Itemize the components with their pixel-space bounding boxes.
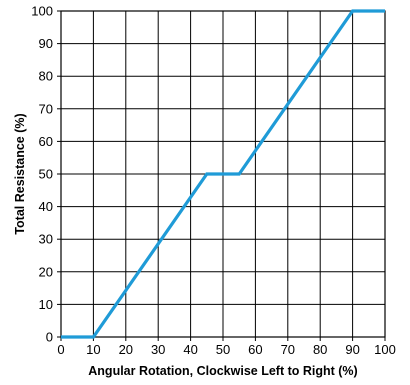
plot-frame bbox=[60, 10, 386, 338]
y-tick-label-90: 90 bbox=[39, 36, 53, 51]
y-tick-label-0: 0 bbox=[46, 330, 53, 345]
x-tick-label-100: 100 bbox=[374, 342, 396, 357]
x-axis-title: Angular Rotation, Clockwise Left to Righ… bbox=[88, 364, 357, 378]
x-tick-label-60: 60 bbox=[248, 342, 262, 357]
tick-marks bbox=[57, 10, 386, 341]
x-tick-label-10: 10 bbox=[86, 342, 100, 357]
y-tick-label-70: 70 bbox=[39, 101, 53, 116]
x-tick-label-0: 0 bbox=[57, 342, 64, 357]
x-tick-label-80: 80 bbox=[313, 342, 327, 357]
y-axis-title: Total Resistance (%) bbox=[13, 113, 27, 234]
series-layer bbox=[61, 9, 385, 339]
y-tick-label-80: 80 bbox=[39, 69, 53, 84]
series-line-0 bbox=[61, 9, 385, 339]
x-tick-label-20: 20 bbox=[119, 342, 133, 357]
y-tick-label-60: 60 bbox=[39, 134, 53, 149]
x-tick-label-70: 70 bbox=[281, 342, 295, 357]
x-tick-label-50: 50 bbox=[216, 342, 230, 357]
y-tick-label-40: 40 bbox=[39, 199, 53, 214]
y-tick-label-100: 100 bbox=[31, 4, 53, 19]
x-tick-labels: 0 10 20 30 40 50 60 70 80 90 100 bbox=[57, 342, 395, 357]
x-tick-label-30: 30 bbox=[151, 342, 165, 357]
plot-border bbox=[60, 10, 386, 338]
x-tick-label-90: 90 bbox=[345, 342, 359, 357]
y-tick-label-30: 30 bbox=[39, 232, 53, 247]
y-tick-label-20: 20 bbox=[39, 264, 53, 279]
y-tick-label-50: 50 bbox=[39, 167, 53, 182]
y-tick-label-10: 10 bbox=[39, 297, 53, 312]
x-tick-label-40: 40 bbox=[183, 342, 197, 357]
y-tick-labels: 0 10 20 30 40 50 60 70 80 90 100 bbox=[31, 4, 53, 345]
